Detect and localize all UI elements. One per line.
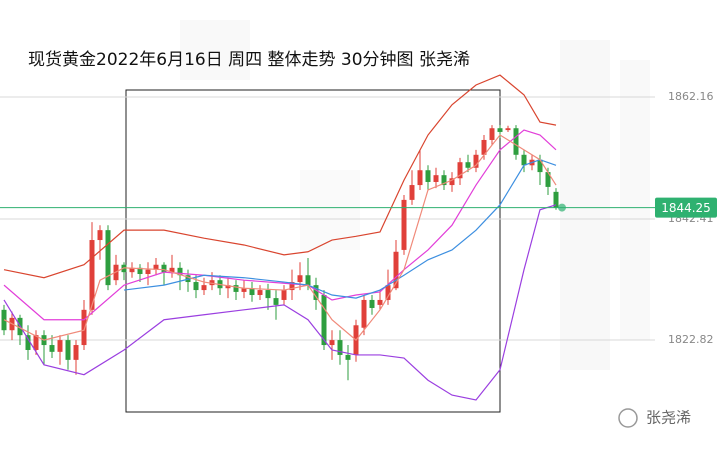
candle-body: [193, 282, 199, 291]
candle-body: [393, 251, 399, 289]
candle-body: [313, 285, 319, 300]
candle-body: [97, 230, 103, 241]
last-price-dot: [558, 203, 566, 212]
candle-body: [449, 178, 455, 186]
candle-body: [305, 275, 311, 286]
candle-body: [369, 299, 375, 308]
candle-body: [281, 290, 287, 300]
candle-body: [137, 267, 143, 275]
candle-body: [65, 340, 71, 360]
highlight-box: [125, 89, 501, 413]
y-tick-label: 1822.82: [668, 333, 714, 346]
candle-body: [49, 345, 55, 352]
candle-body: [321, 295, 327, 346]
candle-body: [225, 285, 231, 289]
candle-body: [345, 354, 351, 360]
candle-body: [209, 280, 215, 286]
candle-body: [249, 288, 255, 296]
candle-body: [257, 290, 263, 296]
candle-body: [481, 139, 487, 155]
candle-body: [417, 170, 423, 186]
candle-body: [145, 269, 151, 275]
last-price-box: [655, 197, 717, 218]
candle-body: [377, 299, 383, 305]
candle-body: [361, 299, 367, 328]
candle-body: [57, 340, 63, 352]
background-pattern: [180, 20, 650, 370]
candle-body: [105, 230, 111, 286]
candle-body: [265, 290, 271, 299]
candle-body: [505, 128, 511, 131]
candle-body: [457, 162, 463, 179]
candle-body: [201, 285, 207, 291]
candle-body: [161, 264, 167, 273]
candle-body: [465, 162, 471, 168]
candle-body: [177, 267, 183, 276]
candle-body: [441, 175, 447, 186]
watermark-text: 张尧浠: [646, 409, 691, 427]
candle-body: [385, 285, 391, 300]
candle-body: [81, 309, 87, 346]
candle-body: [553, 191, 559, 208]
candle-body: [73, 345, 79, 360]
candle-body: [521, 154, 527, 166]
candle-body: [289, 282, 295, 291]
candle-body: [337, 340, 343, 355]
candle-body: [169, 267, 175, 273]
chart-title: 现货黄金2022年6月16日 周四 整体走势 30分钟图 张尧浠: [28, 50, 470, 70]
y-tick-label: 1862.16: [668, 90, 714, 103]
candle-body: [89, 240, 95, 310]
indicator-line: [3, 134, 557, 341]
candle-body: [329, 340, 335, 346]
candle-body: [25, 335, 31, 350]
candle-body: [233, 285, 239, 292]
candle-body: [513, 128, 519, 155]
candle-body: [153, 264, 159, 270]
candle-body: [241, 288, 247, 292]
candle-body: [497, 128, 503, 132]
indicator-line: [3, 204, 557, 401]
candle-body: [433, 175, 439, 182]
candle-body: [473, 154, 479, 168]
candle-body: [129, 267, 135, 273]
candle-body: [425, 170, 431, 182]
candle-body: [273, 298, 279, 305]
candle-body: [537, 159, 543, 173]
candle-body: [409, 185, 415, 200]
candle-body: [545, 172, 551, 187]
last-price-label: 1844.25: [661, 201, 711, 215]
candle-body: [33, 335, 39, 350]
watermark: 张尧浠: [618, 408, 691, 428]
indicator-line: [3, 129, 557, 321]
indicator-line: [123, 159, 557, 299]
candle-body: [401, 199, 407, 250]
indicator-line: [3, 74, 557, 279]
candle-body: [297, 275, 303, 283]
candle-body: [489, 128, 495, 140]
